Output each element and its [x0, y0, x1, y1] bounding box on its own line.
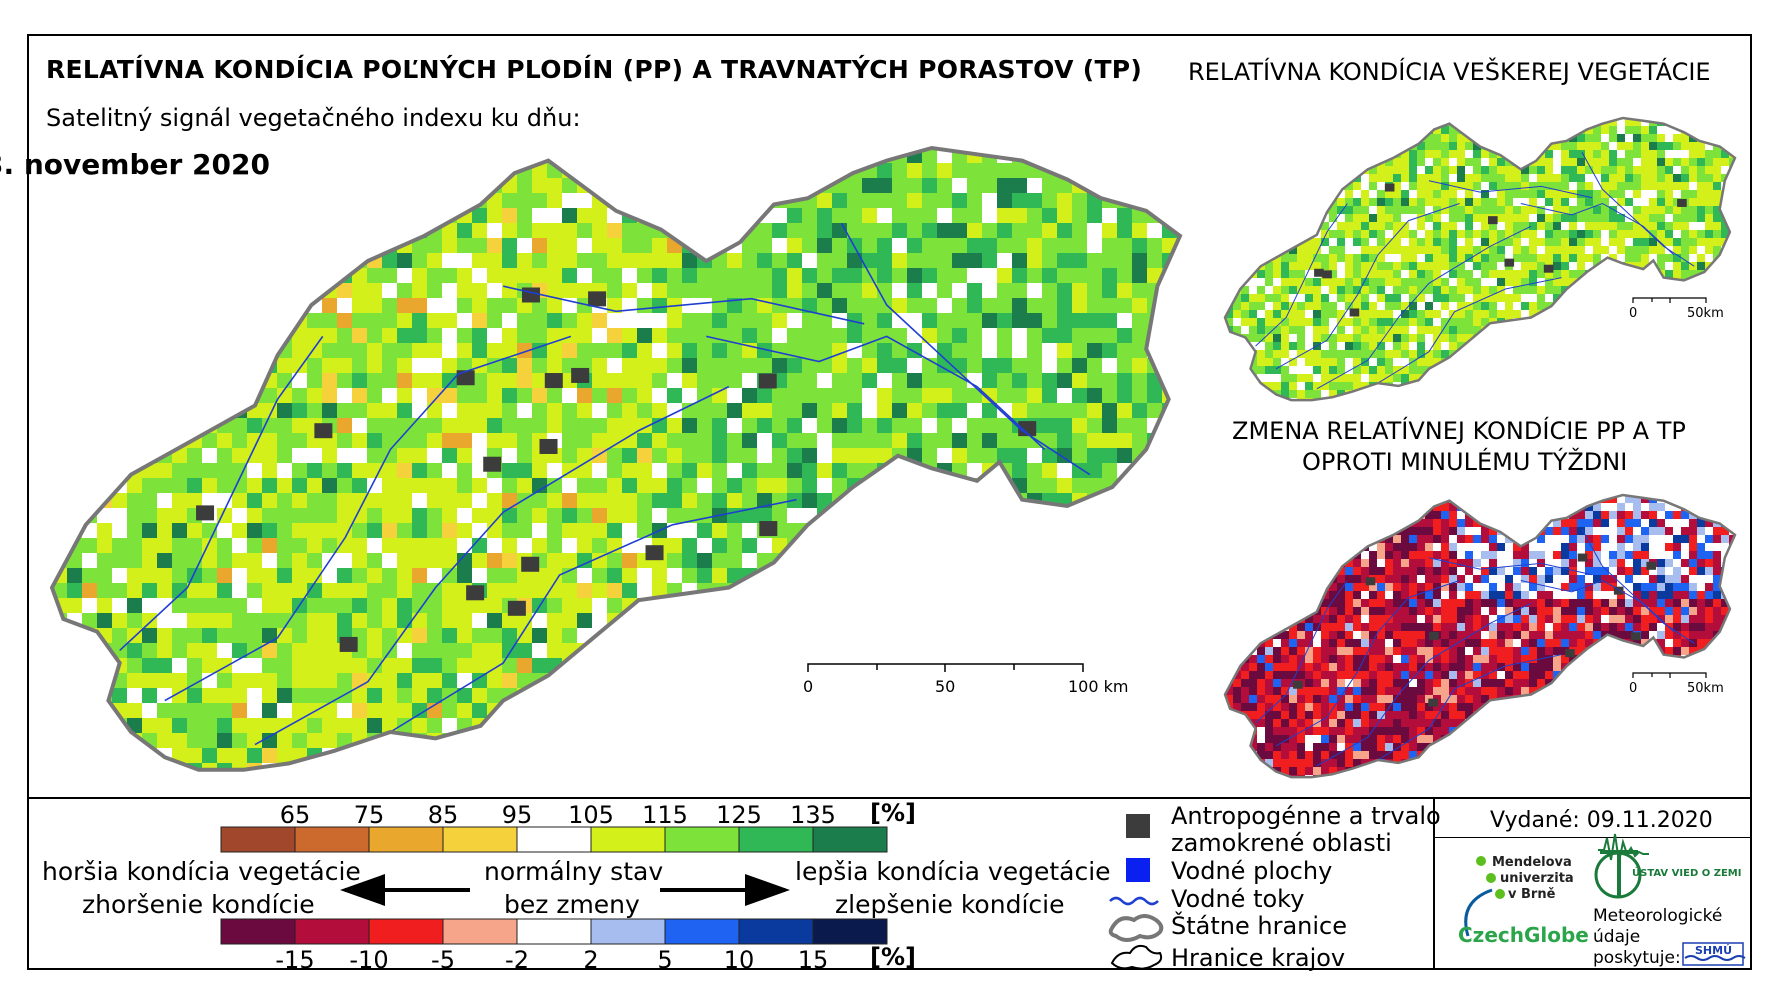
- subtitle: Satelitný signál vegetačného indexu ku d…: [46, 104, 581, 132]
- date-label: 3. november 2020: [0, 148, 270, 181]
- vegetation-title: RELATÍVNA KONDÍCIA VEŠKEREJ VEGETÁCIE: [1188, 58, 1711, 86]
- main-title: RELATÍVNA KONDÍCIA POĽNÝCH PLODÍN (PP) A…: [46, 55, 1143, 84]
- change-title-line1: ZMENA RELATÍVNEJ KONDÍCIE PP A TP: [1232, 417, 1686, 445]
- change-title-line2: OPROTI MINULÉMU TÝŽDNI: [1302, 448, 1628, 476]
